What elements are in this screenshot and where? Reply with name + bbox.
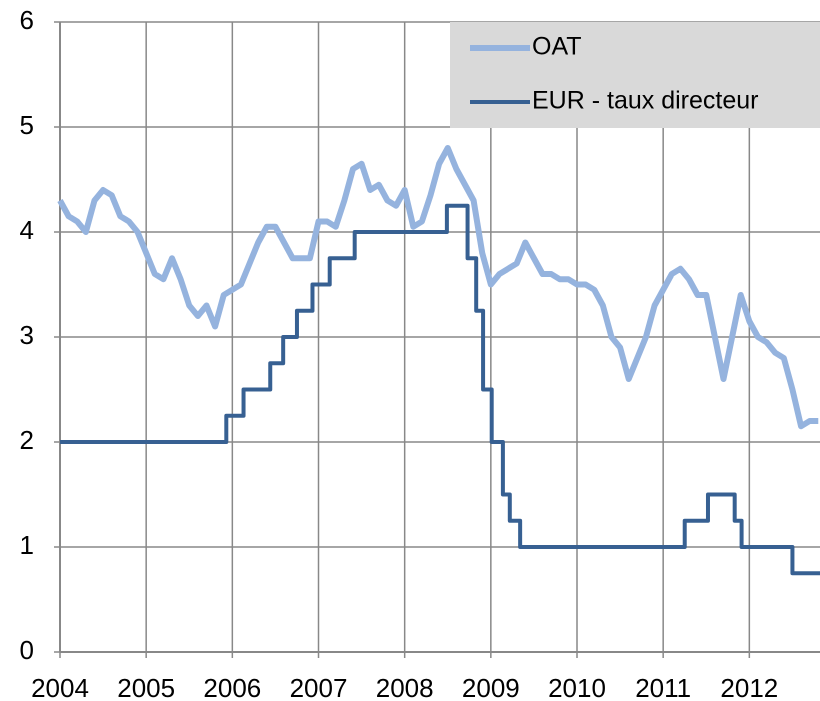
x-tick-label: 2011 (635, 673, 691, 701)
x-tick-label: 2004 (31, 673, 89, 701)
y-tick-label: 5 (20, 110, 34, 140)
y-tick-label: 2 (20, 425, 34, 455)
x-tick-label: 2005 (117, 673, 175, 701)
series-line (57, 145, 819, 430)
y-tick-label: 4 (20, 215, 34, 245)
series-line (60, 203, 820, 576)
x-tick-label: 2007 (290, 673, 348, 701)
legend: OAT EUR - taux directeur (450, 22, 820, 128)
axis-labels: 0 1 2 3 4 5 6 2004 2005 2006 2007 2008 2009 2010 2011 2… (20, 5, 779, 701)
x-tick-label: 2012 (720, 673, 778, 701)
x-tick-label: 2010 (548, 673, 606, 701)
y-tick-label: 1 (20, 530, 34, 560)
x-tick-label: 2009 (462, 673, 520, 701)
x-tick-label: 2008 (376, 673, 434, 701)
legend-box (450, 22, 820, 128)
y-tick-label: 0 (20, 635, 34, 665)
x-tick-label: 2006 (203, 673, 261, 701)
legend-label: OAT (532, 33, 582, 61)
y-tick-label: 6 (20, 5, 34, 35)
legend-label: EUR - taux directeur (532, 87, 758, 115)
y-tick-label: 3 (20, 320, 34, 350)
plot-area (57, 145, 820, 576)
